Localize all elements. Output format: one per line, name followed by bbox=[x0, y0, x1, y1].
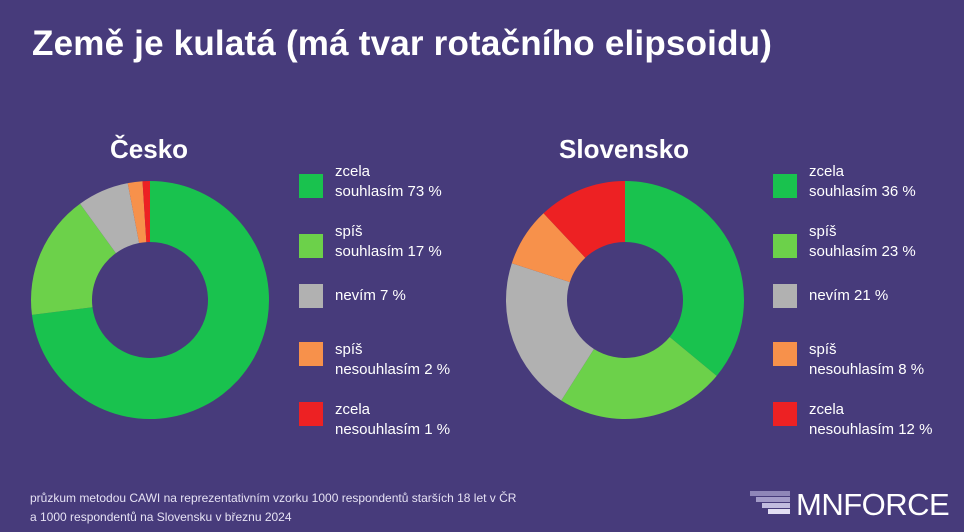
legend-item: spíš souhlasím 23 % bbox=[773, 220, 964, 270]
legend-swatch bbox=[773, 174, 797, 198]
legend-swatch bbox=[299, 284, 323, 308]
legend-label: zcela souhlasím 36 % bbox=[809, 163, 916, 200]
legend-item: zcela souhlasím 73 % bbox=[299, 160, 499, 210]
donut-slice bbox=[31, 181, 269, 419]
legend-label: nevím 21 % bbox=[809, 287, 889, 304]
legend-item: zcela souhlasím 36 % bbox=[773, 160, 964, 210]
legend-item: zcela nesouhlasím 12 % bbox=[773, 400, 964, 450]
legend-label: zcela souhlasím 73 % bbox=[335, 163, 442, 200]
legend-label: nevím 7 % bbox=[335, 287, 406, 304]
legend-label: spíš nesouhlasím 8 % bbox=[809, 341, 925, 378]
legend-swatch bbox=[773, 234, 797, 258]
legend-label: spíš souhlasím 23 % bbox=[809, 223, 916, 260]
legend-swatch bbox=[773, 342, 797, 366]
donut-slice bbox=[127, 181, 147, 244]
legend-label: zcela nesouhlasím 12 % bbox=[809, 401, 933, 438]
donut-chart-cesko bbox=[30, 181, 269, 419]
donut-slice bbox=[561, 336, 717, 419]
legend-label: spíš nesouhlasím 2 % bbox=[335, 341, 451, 378]
logo-pixel-mark-icon bbox=[750, 491, 790, 514]
legend-item: spíš nesouhlasím 2 % bbox=[299, 340, 499, 390]
donut-slice bbox=[142, 181, 150, 243]
legend-label: zcela nesouhlasím 1 % bbox=[335, 401, 451, 438]
page-title: Země je kulatá (má tvar rotačního elipso… bbox=[32, 24, 773, 63]
donut-slice bbox=[511, 213, 586, 283]
legend-swatch bbox=[773, 284, 797, 308]
legend-swatch bbox=[299, 174, 323, 198]
donut-chart-slovensko bbox=[506, 181, 744, 419]
legend-item: spíš nesouhlasím 8 % bbox=[773, 340, 964, 390]
legend-item: zcela nesouhlasím 1 % bbox=[299, 400, 499, 450]
legend-swatch bbox=[773, 402, 797, 426]
legend-item: nevím 7 % bbox=[299, 280, 499, 330]
donut-slice bbox=[543, 181, 625, 258]
donut-slice bbox=[30, 203, 116, 315]
donut-slice bbox=[80, 183, 140, 254]
legend-item: nevím 21 % bbox=[773, 280, 964, 330]
logo-text: MNFORCE bbox=[796, 487, 950, 522]
legend-swatch bbox=[299, 234, 323, 258]
mnforce-logo: MNFORCE bbox=[750, 487, 950, 522]
chart-title-cesko: Česko bbox=[110, 134, 189, 164]
legend-label: spíš souhlasím 17 % bbox=[335, 223, 442, 260]
donut-slice bbox=[506, 263, 594, 401]
legend-swatch bbox=[299, 402, 323, 426]
donut-slice bbox=[625, 181, 744, 376]
legend-swatch bbox=[299, 342, 323, 366]
survey-note: průzkum metodou CAWI na reprezentativním… bbox=[30, 491, 517, 524]
legend-item: spíš souhlasím 17 % bbox=[299, 220, 499, 270]
chart-title-slovensko: Slovensko bbox=[559, 134, 690, 164]
